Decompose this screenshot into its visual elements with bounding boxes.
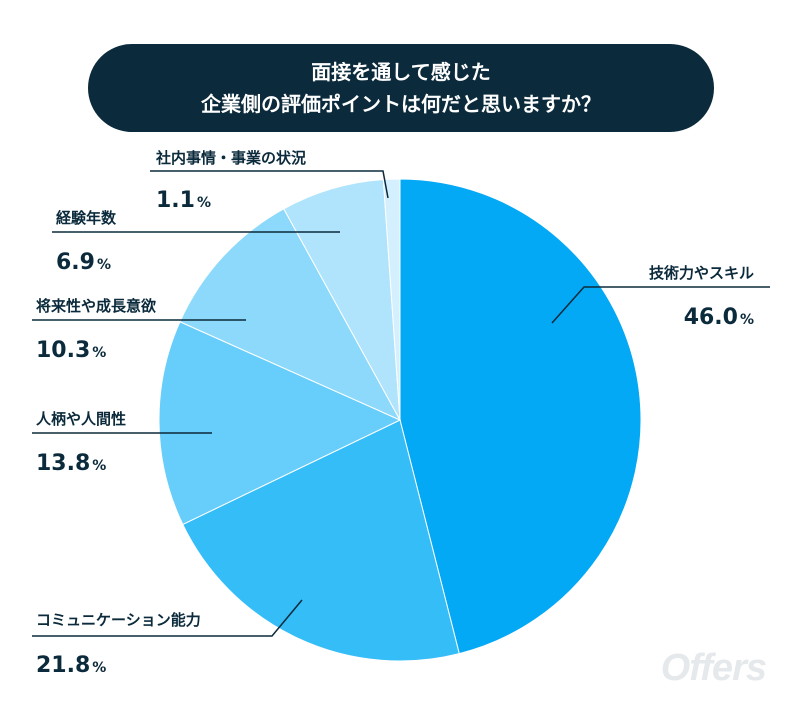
slice-value: 6.9% [56, 250, 111, 275]
slice-value: 1.1% [156, 188, 211, 213]
pie-slice [399, 178, 642, 655]
pie-slice [158, 321, 402, 526]
chart-title-line2: 企業側の評価ポイントは何だと思いますか？ [201, 92, 601, 116]
pie-slice [179, 208, 402, 422]
pie-slice [382, 178, 401, 421]
leader-line [32, 599, 303, 637]
slice-label: 社内事情・事業の状況 [155, 149, 306, 167]
leader-lines [32, 170, 770, 637]
slice-label: 技術力やスキル [649, 264, 754, 282]
slice-label: 経験年数 [56, 209, 117, 227]
slice-value: 21.8% [36, 653, 106, 678]
slice-label: 将来性や成長意欲 [36, 297, 156, 315]
slice-value: 10.3% [36, 338, 106, 363]
leader-line [150, 170, 389, 199]
slice-value: 13.8% [36, 451, 106, 476]
chart-title-line1: 面接を通して感じた [311, 60, 491, 84]
pie-slice [182, 419, 460, 662]
slice-value: 46.0% [684, 305, 754, 330]
slice-label: 人柄や人間性 [36, 410, 126, 428]
brand-watermark: Offers [660, 647, 767, 689]
pie-slices [158, 178, 642, 662]
leader-line [551, 286, 770, 324]
pie-slice [283, 179, 401, 421]
slice-labels: 技術力やスキル 46.0 % コミュニケーション能力 21.8 % 人柄や人間性 13.8 % 将… [36, 149, 754, 678]
chart-title: 面接を通して感じた 企業側の評価ポイントは何だと思いますか？ [88, 44, 714, 132]
slice-label: コミュニケーション能力 [36, 611, 201, 629]
